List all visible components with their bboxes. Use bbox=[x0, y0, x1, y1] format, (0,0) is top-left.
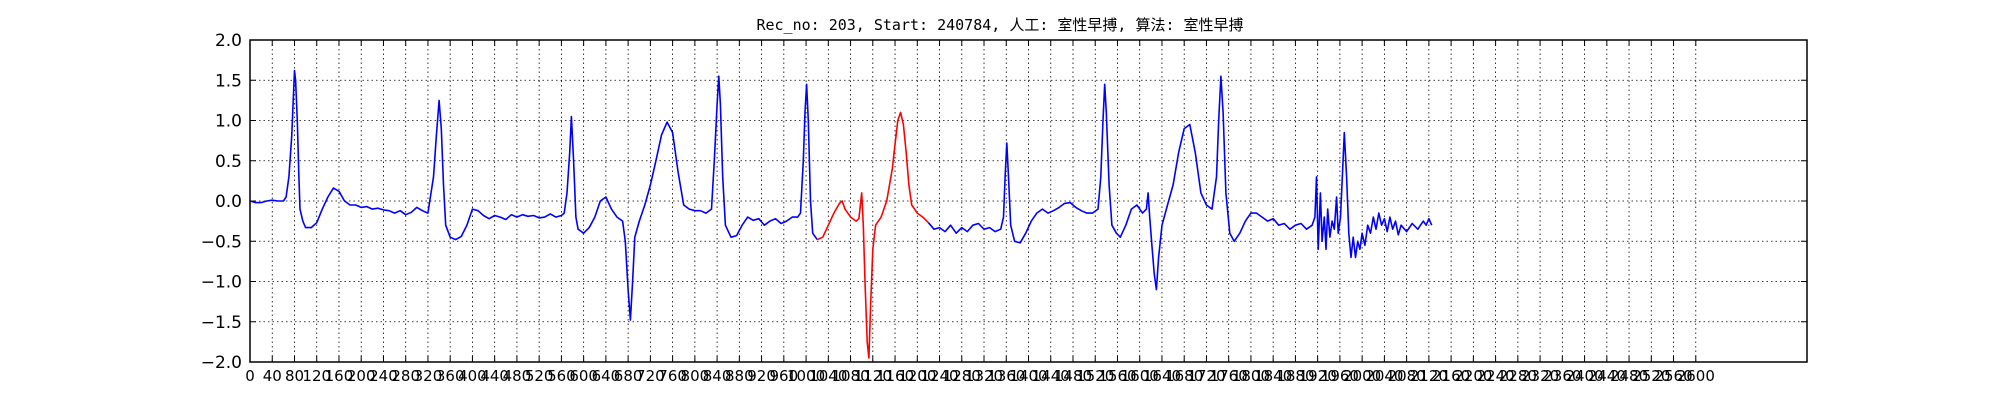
x-tick-label: 2200 bbox=[1454, 367, 1492, 385]
x-tick-label: 1280 bbox=[943, 367, 981, 385]
x-tick-label: 800 bbox=[681, 367, 710, 385]
x-tick-label: 2080 bbox=[1388, 367, 1426, 385]
series-lines bbox=[249, 69, 1433, 359]
x-tick-label: 600 bbox=[569, 367, 598, 385]
x-tick-label: 160 bbox=[325, 367, 354, 385]
x-tick-label: 1440 bbox=[1032, 367, 1070, 385]
series-line-0 bbox=[249, 69, 818, 321]
x-tick-label: 1760 bbox=[1210, 367, 1248, 385]
x-tick-label: 960 bbox=[770, 367, 799, 385]
y-tick-label: 1.5 bbox=[215, 71, 242, 91]
x-tick-label: 880 bbox=[725, 367, 754, 385]
x-tick-label: 1480 bbox=[1054, 367, 1092, 385]
x-tick-label: 1680 bbox=[1165, 367, 1203, 385]
x-tick-label: 2160 bbox=[1432, 367, 1470, 385]
x-tick-label: 1360 bbox=[987, 367, 1025, 385]
series-line-2 bbox=[927, 75, 1433, 291]
x-tick-label: 1720 bbox=[1187, 367, 1225, 385]
x-tick-label: 640 bbox=[592, 367, 621, 385]
x-tick-label: 2320 bbox=[1521, 367, 1559, 385]
x-tick-label: 2400 bbox=[1565, 367, 1603, 385]
y-tick-label: −2.0 bbox=[201, 353, 242, 373]
x-tick-label: 1920 bbox=[1299, 367, 1337, 385]
x-tick-label: 200 bbox=[347, 367, 376, 385]
x-tick-label: 760 bbox=[658, 367, 687, 385]
y-tick-label: 0.5 bbox=[215, 152, 242, 172]
x-tick-label: 2560 bbox=[1654, 367, 1692, 385]
x-tick-label: 2480 bbox=[1610, 367, 1648, 385]
x-tick-label: 1040 bbox=[809, 367, 847, 385]
x-tick-label: 320 bbox=[414, 367, 443, 385]
x-tick-label: 1640 bbox=[1143, 367, 1181, 385]
x-tick-label: 1800 bbox=[1232, 367, 1270, 385]
x-tick-label: 2120 bbox=[1410, 367, 1448, 385]
y-tick-label: −1.0 bbox=[201, 273, 242, 293]
x-axis: 0 40 8012016020024028032036040044048052056… bbox=[245, 40, 1715, 385]
x-tick-label: 1400 bbox=[1009, 367, 1047, 385]
plot-frame bbox=[249, 39, 1808, 363]
x-tick-label: 2520 bbox=[1632, 367, 1670, 385]
x-tick-label: 1200 bbox=[898, 367, 936, 385]
x-tick-label: 1160 bbox=[876, 367, 914, 385]
x-tick-label: 120 bbox=[302, 367, 331, 385]
x-tick-label: 840 bbox=[703, 367, 732, 385]
x-tick-label: 520 bbox=[525, 367, 554, 385]
x-tick-label: 1000 bbox=[787, 367, 825, 385]
y-tick-label: 1.0 bbox=[215, 112, 242, 132]
x-tick-label: 280 bbox=[391, 367, 420, 385]
y-tick-label: 0.0 bbox=[215, 192, 242, 212]
x-tick-label: 720 bbox=[636, 367, 665, 385]
x-tick-label: 2040 bbox=[1365, 367, 1403, 385]
x-tick-label: 240 bbox=[369, 367, 398, 385]
x-tick-label: 1080 bbox=[831, 367, 869, 385]
x-tick-label: 80 bbox=[285, 367, 304, 385]
series-line-1 bbox=[816, 111, 929, 359]
x-tick-label: 2600 bbox=[1677, 367, 1715, 385]
x-tick-label: 2360 bbox=[1543, 367, 1581, 385]
x-tick-label: 1240 bbox=[920, 367, 958, 385]
x-tick-label: 920 bbox=[747, 367, 776, 385]
y-tick-label: 2.0 bbox=[215, 31, 242, 51]
x-tick-label: 360 bbox=[436, 367, 465, 385]
x-tick-label: 440 bbox=[480, 367, 509, 385]
x-tick-label: 2240 bbox=[1477, 367, 1515, 385]
chart-title: Rec_no: 203, Start: 240784, 人工: 室性早搏, 算法… bbox=[756, 16, 1243, 34]
x-tick-label: 1120 bbox=[854, 367, 892, 385]
x-tick-label: 1320 bbox=[965, 367, 1003, 385]
x-tick-label: 480 bbox=[503, 367, 532, 385]
x-tick-label: 1960 bbox=[1321, 367, 1359, 385]
x-tick-label: 1520 bbox=[1076, 367, 1114, 385]
x-tick-label: 0 bbox=[245, 367, 255, 385]
y-axis: 2.0 1.5 1.0 0.5 0.0 −0.5 −1.0 −1.5 −2.0 bbox=[201, 31, 1807, 373]
x-tick-label: 560 bbox=[547, 367, 576, 385]
x-tick-label: 40 bbox=[263, 367, 282, 385]
x-tick-label: 2000 bbox=[1343, 367, 1381, 385]
y-tick-label: −0.5 bbox=[201, 232, 242, 252]
x-tick-label: 1600 bbox=[1121, 367, 1159, 385]
grid-lines bbox=[250, 40, 1807, 362]
x-tick-label: 400 bbox=[458, 367, 487, 385]
x-tick-label: 1880 bbox=[1276, 367, 1314, 385]
x-tick-label: 2280 bbox=[1499, 367, 1537, 385]
y-tick-label: −1.5 bbox=[201, 313, 242, 333]
x-tick-label: 1560 bbox=[1098, 367, 1136, 385]
x-tick-label: 1840 bbox=[1254, 367, 1292, 385]
x-tick-label: 680 bbox=[614, 367, 643, 385]
x-tick-label: 2440 bbox=[1588, 367, 1626, 385]
